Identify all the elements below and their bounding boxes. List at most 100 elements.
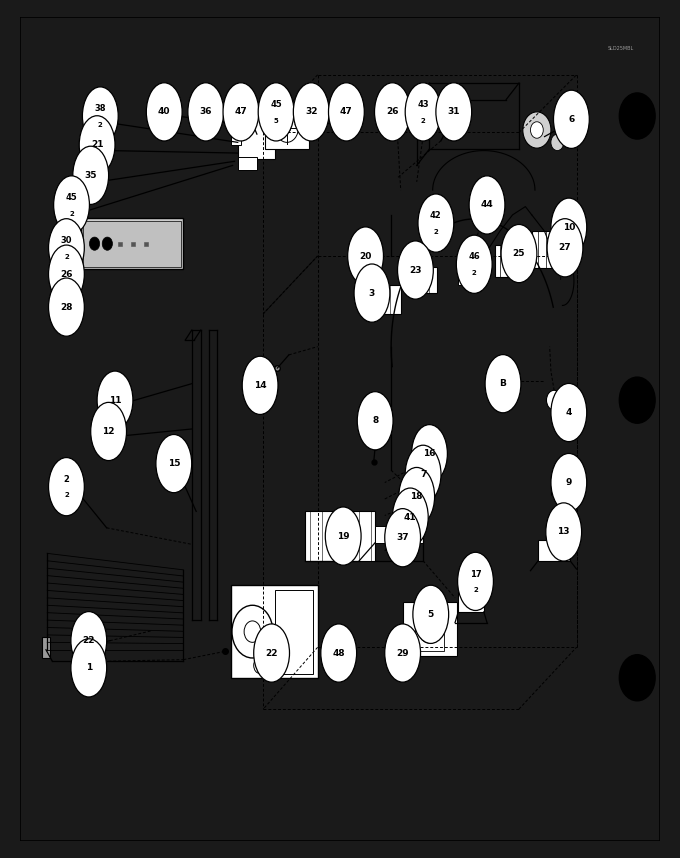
- FancyBboxPatch shape: [410, 267, 437, 293]
- Text: 10: 10: [562, 223, 575, 232]
- Circle shape: [551, 134, 564, 151]
- Text: 47: 47: [340, 107, 353, 117]
- Circle shape: [258, 662, 262, 668]
- Ellipse shape: [398, 468, 435, 526]
- Text: 41: 41: [404, 512, 417, 522]
- Text: 2: 2: [64, 253, 69, 259]
- Text: 2: 2: [473, 587, 478, 593]
- Ellipse shape: [551, 453, 587, 511]
- Text: 22: 22: [265, 649, 278, 657]
- Circle shape: [418, 613, 441, 644]
- Ellipse shape: [436, 82, 472, 141]
- Text: 6: 6: [568, 115, 575, 124]
- Circle shape: [254, 657, 267, 674]
- Text: 37: 37: [396, 533, 409, 542]
- Ellipse shape: [546, 503, 581, 561]
- Ellipse shape: [258, 82, 294, 141]
- Ellipse shape: [48, 245, 84, 303]
- Text: 45: 45: [270, 100, 282, 109]
- Text: 46: 46: [469, 252, 480, 262]
- Text: 31: 31: [447, 107, 460, 117]
- Text: 26: 26: [60, 269, 73, 279]
- Circle shape: [232, 605, 273, 658]
- Circle shape: [547, 390, 562, 410]
- Ellipse shape: [354, 264, 390, 323]
- FancyBboxPatch shape: [83, 221, 182, 267]
- Circle shape: [102, 237, 112, 251]
- Text: 35: 35: [84, 171, 97, 180]
- Ellipse shape: [411, 425, 447, 483]
- FancyBboxPatch shape: [265, 106, 309, 149]
- Ellipse shape: [413, 585, 449, 644]
- Text: 4: 4: [566, 408, 572, 417]
- Text: B: B: [500, 379, 507, 388]
- Text: 2: 2: [64, 492, 69, 498]
- Text: B: B: [500, 376, 507, 386]
- Circle shape: [69, 279, 77, 289]
- Text: 16: 16: [423, 450, 436, 458]
- Text: 28: 28: [60, 303, 73, 311]
- Ellipse shape: [551, 384, 587, 442]
- Circle shape: [619, 378, 655, 423]
- Text: 15: 15: [167, 459, 180, 468]
- Text: 8: 8: [372, 416, 378, 426]
- Ellipse shape: [554, 90, 590, 148]
- Text: 36: 36: [199, 107, 212, 117]
- FancyBboxPatch shape: [238, 157, 257, 170]
- Text: 2: 2: [98, 122, 103, 128]
- Text: 2: 2: [63, 474, 69, 484]
- Ellipse shape: [325, 507, 361, 565]
- FancyBboxPatch shape: [494, 245, 526, 276]
- Ellipse shape: [48, 278, 84, 336]
- FancyBboxPatch shape: [275, 589, 313, 674]
- Ellipse shape: [347, 227, 384, 285]
- Ellipse shape: [328, 82, 364, 141]
- Ellipse shape: [551, 198, 587, 257]
- FancyBboxPatch shape: [403, 602, 457, 656]
- FancyBboxPatch shape: [551, 477, 569, 495]
- Ellipse shape: [392, 488, 428, 547]
- Text: 21: 21: [91, 141, 103, 149]
- Ellipse shape: [71, 612, 107, 670]
- Ellipse shape: [242, 356, 278, 414]
- FancyBboxPatch shape: [532, 232, 570, 269]
- Ellipse shape: [385, 624, 420, 682]
- Text: 1: 1: [86, 663, 92, 673]
- FancyBboxPatch shape: [554, 480, 560, 491]
- Text: 27: 27: [559, 244, 571, 252]
- Text: 44: 44: [481, 201, 494, 209]
- Text: 19: 19: [337, 532, 350, 541]
- Ellipse shape: [293, 82, 329, 141]
- Text: 47: 47: [235, 107, 248, 117]
- Ellipse shape: [485, 354, 521, 413]
- Text: 20: 20: [360, 251, 372, 261]
- Text: 32: 32: [305, 107, 318, 117]
- Text: 30: 30: [61, 236, 72, 245]
- Text: 26: 26: [386, 107, 398, 117]
- Text: 42: 42: [430, 211, 442, 221]
- Circle shape: [619, 93, 655, 139]
- Ellipse shape: [405, 445, 441, 504]
- Ellipse shape: [501, 225, 537, 282]
- Text: 40: 40: [158, 107, 171, 117]
- Text: 48: 48: [333, 649, 345, 657]
- Text: 22: 22: [82, 636, 95, 645]
- FancyBboxPatch shape: [415, 606, 444, 651]
- Ellipse shape: [73, 146, 109, 204]
- Text: 2: 2: [434, 229, 438, 235]
- Ellipse shape: [418, 194, 454, 252]
- Text: 13: 13: [558, 528, 570, 536]
- Text: 17: 17: [470, 570, 481, 578]
- Text: 38: 38: [95, 104, 106, 113]
- FancyBboxPatch shape: [362, 285, 401, 314]
- Ellipse shape: [469, 176, 505, 234]
- Ellipse shape: [357, 391, 393, 450]
- Text: 2: 2: [472, 270, 477, 276]
- Text: 25: 25: [513, 249, 525, 258]
- Text: 11: 11: [109, 396, 121, 405]
- FancyBboxPatch shape: [458, 591, 484, 612]
- Text: 3: 3: [369, 288, 375, 298]
- Ellipse shape: [146, 82, 182, 141]
- Text: 2: 2: [421, 118, 426, 124]
- FancyBboxPatch shape: [305, 511, 375, 561]
